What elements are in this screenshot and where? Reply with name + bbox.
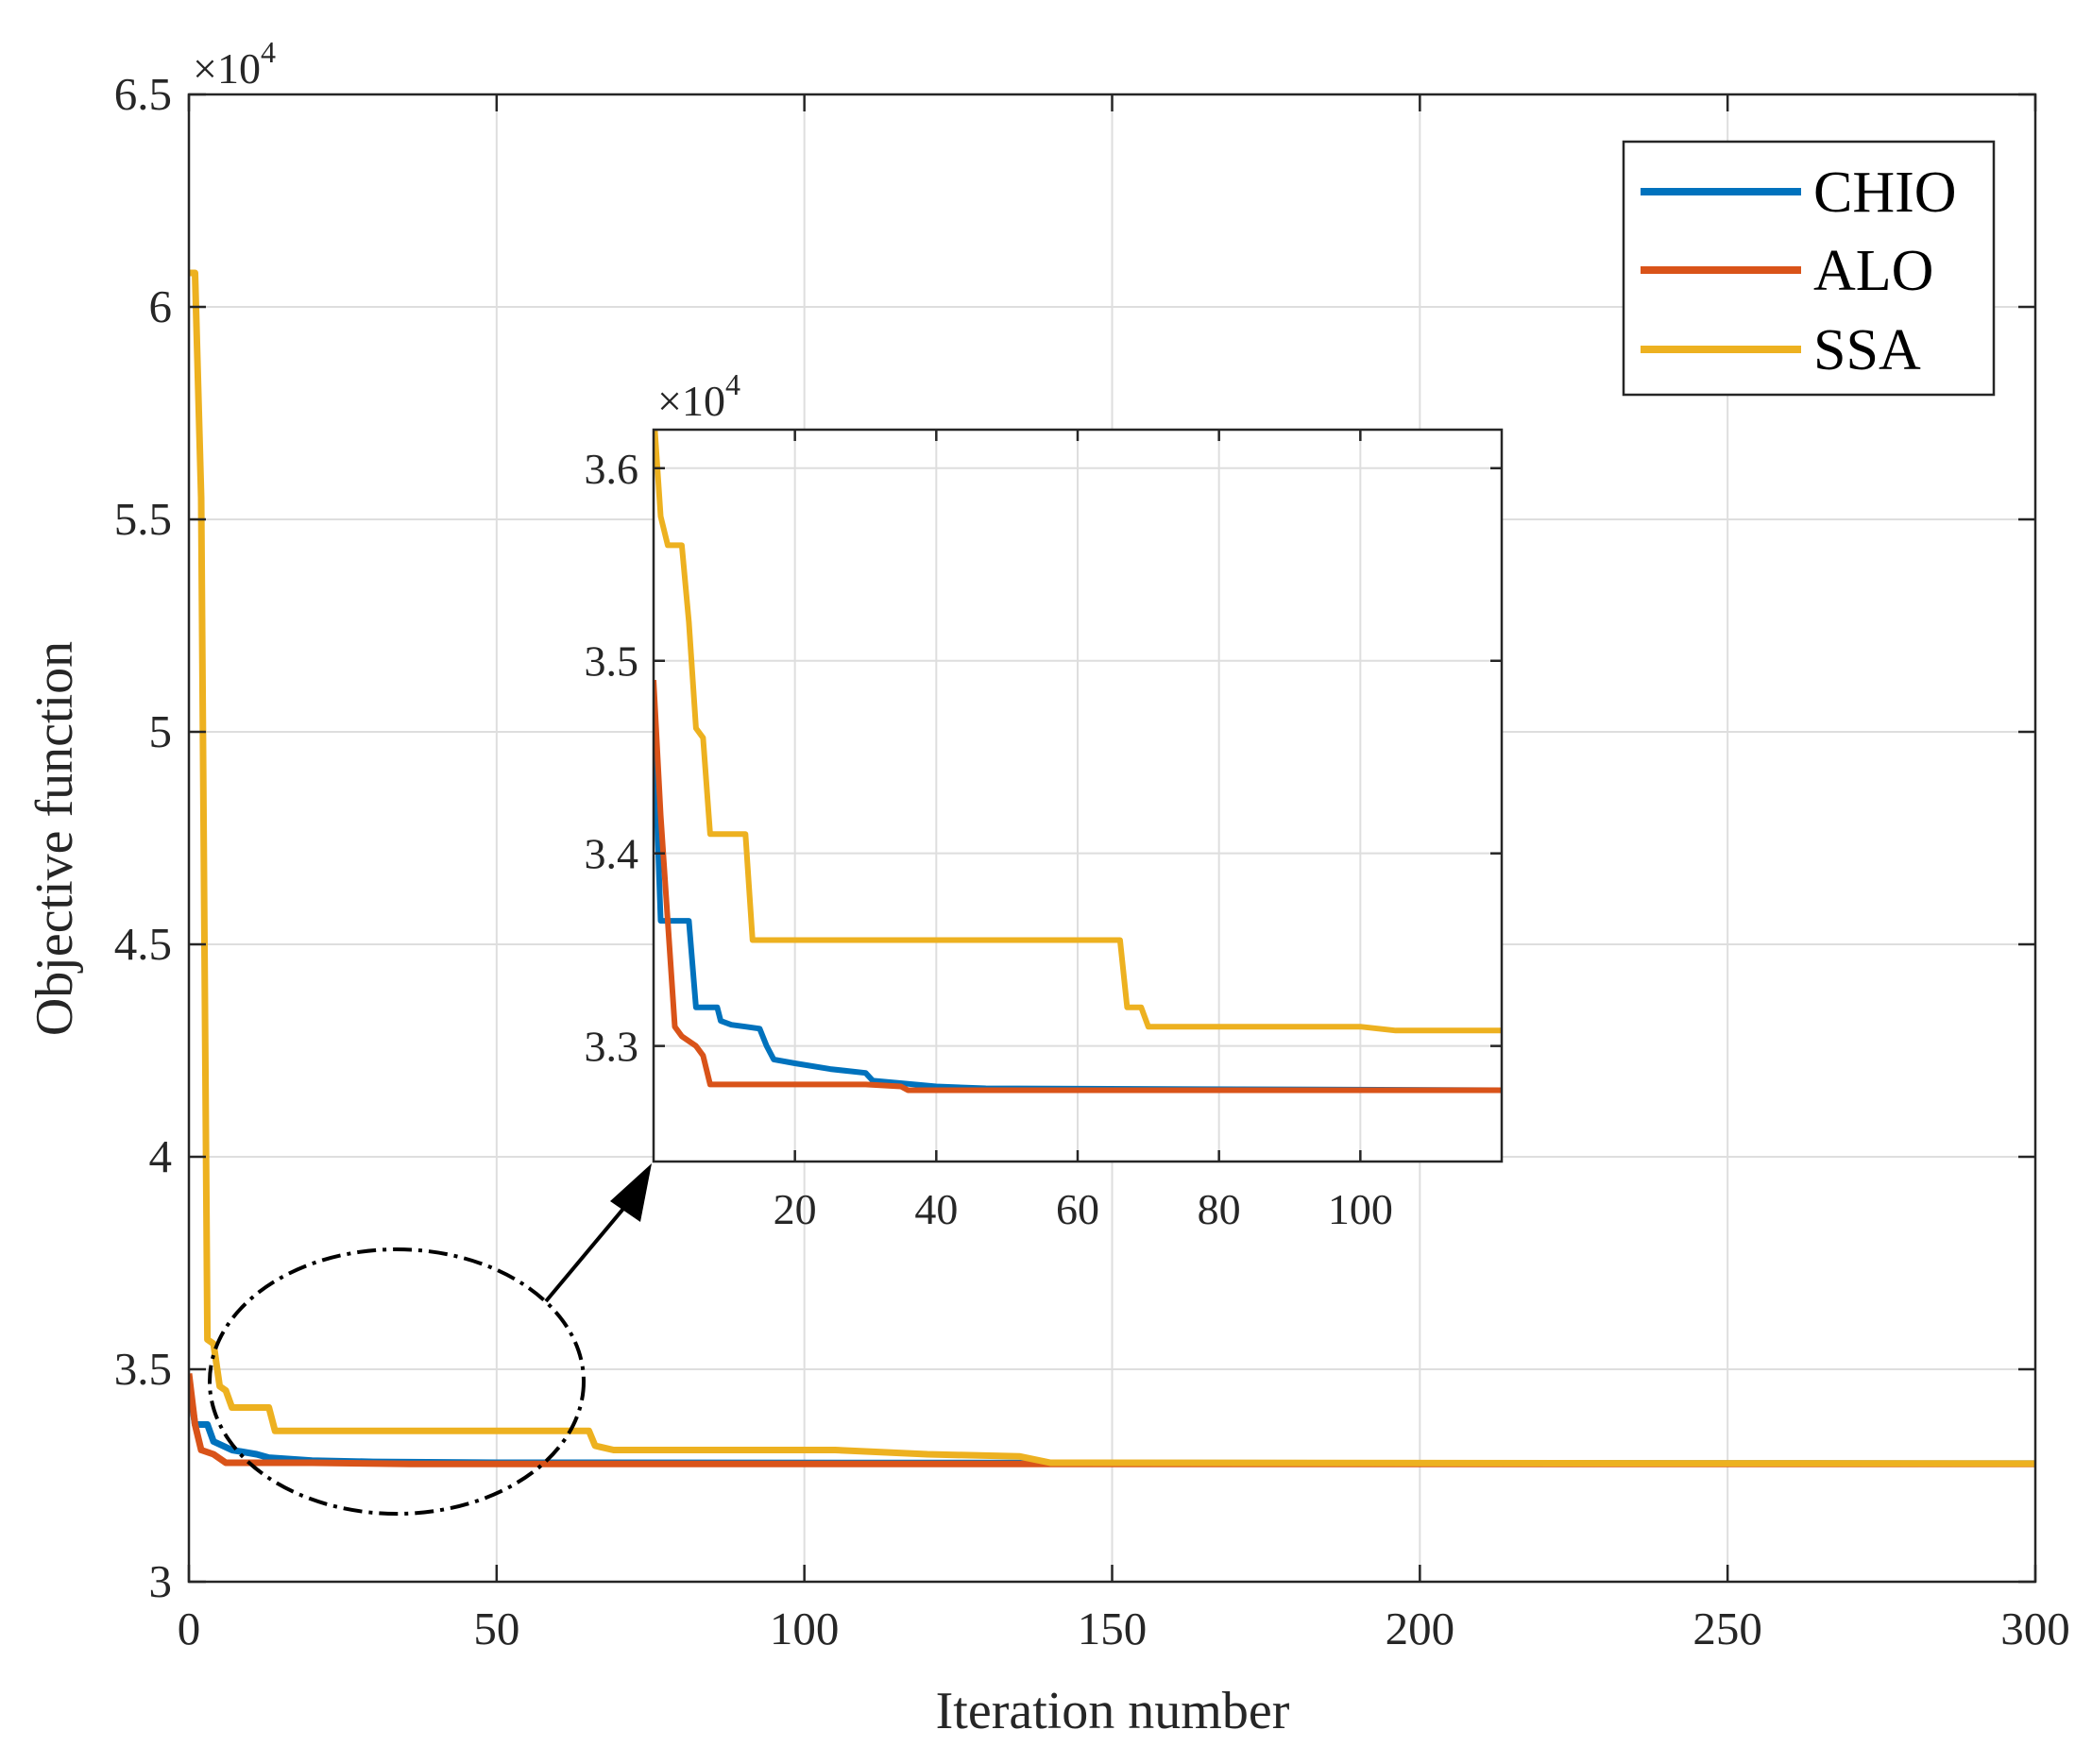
legend: CHIO ALO SSA xyxy=(1622,140,1996,397)
zoom-region-ellipse xyxy=(208,1247,586,1516)
x-tick-label: 0 xyxy=(178,1603,201,1654)
y-tick-label: 3 xyxy=(149,1555,173,1607)
zoom-arrow-head xyxy=(610,1163,652,1222)
x-tick-label: 150 xyxy=(1078,1603,1148,1654)
series-line-chio xyxy=(654,718,1502,1094)
main-series-lines xyxy=(189,269,2035,1467)
series-line-ssa xyxy=(654,430,1502,1034)
main-y-multiplier: ×104 xyxy=(193,35,276,93)
main-ticks xyxy=(187,93,2037,1584)
x-tick-label: 40 xyxy=(914,1185,958,1233)
legend-label-alo: ALO xyxy=(1813,239,1933,303)
y-tick-label: 3.6 xyxy=(585,445,639,493)
y-tick-label: 4.5 xyxy=(114,918,172,970)
series-line-alo xyxy=(189,1373,2035,1467)
y-tick-label: 3.5 xyxy=(585,637,639,686)
inset-series-lines xyxy=(654,430,1502,1094)
series-group xyxy=(654,430,1502,1094)
inset-ticks xyxy=(654,430,1502,1162)
x-tick-label: 50 xyxy=(473,1603,519,1654)
y-tick-label: 4 xyxy=(149,1130,173,1182)
y-tick-label: 3.3 xyxy=(585,1023,639,1071)
y-axis-label: Objective function xyxy=(26,641,84,1036)
y-tick-label: 3.5 xyxy=(114,1343,172,1395)
y-tick-label: 5.5 xyxy=(114,493,172,545)
x-tick-label: 20 xyxy=(774,1185,817,1233)
zoom-arrow-shaft xyxy=(544,1196,635,1303)
series-group xyxy=(189,269,2035,1467)
series-line-alo xyxy=(654,679,1502,1094)
y-tick-label: 5 xyxy=(149,705,173,757)
x-tick-label: 80 xyxy=(1198,1185,1241,1233)
x-tick-label: 60 xyxy=(1056,1185,1099,1233)
legend-label-ssa: SSA xyxy=(1813,318,1921,382)
x-tick-label: 200 xyxy=(1386,1603,1455,1654)
series-line-ssa xyxy=(189,269,2035,1467)
inset-tick-labels: 20 40 60 80 100 3.3 3.4 3.5 3.6 xyxy=(585,445,1393,1233)
y-tick-label: 3.4 xyxy=(585,830,639,878)
x-tick-label: 300 xyxy=(2000,1603,2070,1654)
y-tick-label: 6.5 xyxy=(114,68,172,120)
inset-grid xyxy=(654,430,1502,1162)
y-tick-label: 6 xyxy=(149,280,173,332)
main-tick-labels: 0 50 100 150 200 250 300 3 3.5 4 4.5 5 5.5 6 6.5 xyxy=(114,68,2070,1654)
inset-y-multiplier: ×104 xyxy=(657,367,740,425)
legend-label-chio: CHIO xyxy=(1813,161,1957,225)
x-tick-label: 100 xyxy=(1328,1185,1393,1233)
x-tick-label: 250 xyxy=(1692,1603,1762,1654)
x-tick-label: 100 xyxy=(770,1603,840,1654)
x-axis-label: Iteration number xyxy=(936,1682,1290,1740)
